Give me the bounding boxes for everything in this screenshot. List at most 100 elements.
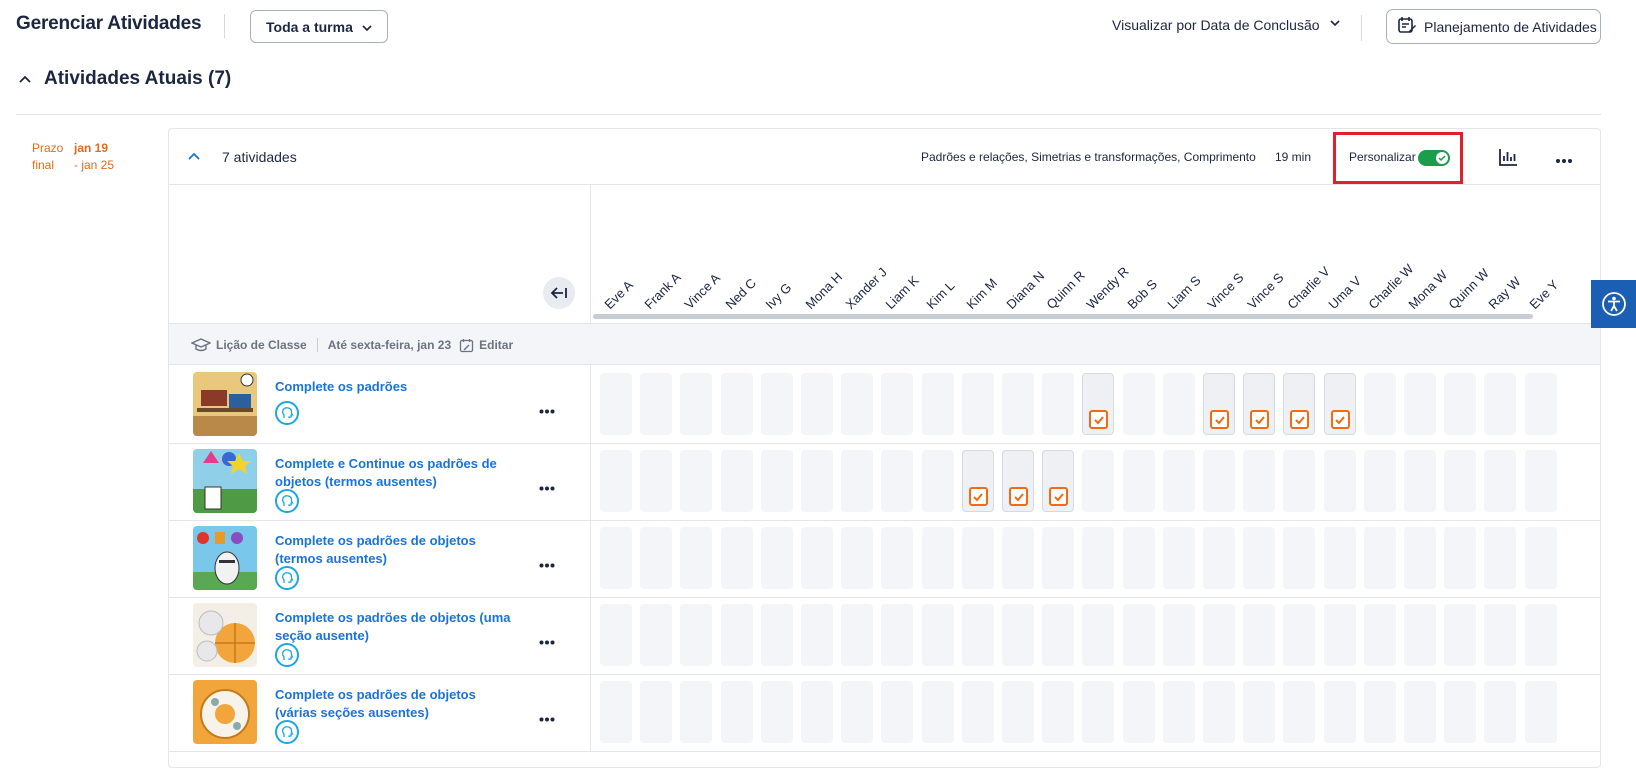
assignment-cell[interactable] xyxy=(1484,373,1517,435)
assignment-cell[interactable] xyxy=(1042,681,1075,743)
assignment-cell[interactable] xyxy=(881,373,914,435)
activity-thumbnail[interactable] xyxy=(193,372,257,436)
assignment-cell[interactable] xyxy=(1444,527,1477,589)
assignment-cell[interactable] xyxy=(760,527,793,589)
student-name[interactable]: Diana N xyxy=(1003,268,1048,312)
assignment-cell[interactable] xyxy=(921,450,954,512)
personalize-toggle[interactable] xyxy=(1418,150,1450,166)
assignment-cell[interactable] xyxy=(680,450,713,512)
activity-title[interactable]: Complete e Continue os padrões de objeto… xyxy=(275,456,497,489)
assignment-cell[interactable] xyxy=(801,604,833,666)
assignment-cell[interactable] xyxy=(961,681,994,743)
assignment-cell[interactable] xyxy=(1082,373,1115,435)
assignment-cell[interactable] xyxy=(1404,681,1436,743)
assignment-cell[interactable] xyxy=(1002,604,1034,666)
assignment-cell[interactable] xyxy=(1524,604,1557,666)
student-name[interactable]: Quinn R xyxy=(1043,267,1088,312)
edit-lesson-button[interactable]: Editar xyxy=(459,338,513,353)
assignment-cell[interactable] xyxy=(1243,527,1276,589)
assignment-cell[interactable] xyxy=(1002,450,1034,512)
assignment-cell[interactable] xyxy=(1082,450,1115,512)
more-horizontal-icon[interactable] xyxy=(539,555,555,573)
assignment-cell[interactable] xyxy=(720,681,753,743)
assignment-cell[interactable] xyxy=(1042,604,1075,666)
assignment-cell[interactable] xyxy=(600,373,632,435)
assignment-cell[interactable] xyxy=(1283,450,1316,512)
assignment-cell[interactable] xyxy=(1162,604,1195,666)
student-name[interactable]: Vince S xyxy=(1244,269,1287,312)
assignment-cell[interactable] xyxy=(1122,681,1155,743)
student-name[interactable]: Ned C xyxy=(721,275,759,312)
assignment-cell[interactable] xyxy=(1243,373,1276,435)
assignment-cell[interactable] xyxy=(961,527,994,589)
assignment-cell[interactable] xyxy=(1323,604,1356,666)
assignment-cell[interactable] xyxy=(1404,527,1436,589)
assignment-cell[interactable] xyxy=(801,373,833,435)
assignment-cell[interactable] xyxy=(680,681,713,743)
assignment-cell[interactable] xyxy=(1042,527,1075,589)
assignment-cell[interactable] xyxy=(1363,604,1396,666)
assignment-cell[interactable] xyxy=(1323,681,1356,743)
assignment-cell[interactable] xyxy=(1203,373,1235,435)
assignment-cell[interactable] xyxy=(841,604,874,666)
more-horizontal-icon[interactable] xyxy=(539,709,555,727)
activity-title[interactable]: Complete os padrões de objetos (várias s… xyxy=(275,687,476,720)
assignment-cell[interactable] xyxy=(881,604,914,666)
assignment-cell[interactable] xyxy=(1082,604,1115,666)
assignment-cell[interactable] xyxy=(1122,604,1155,666)
assignment-cell[interactable] xyxy=(760,373,793,435)
assignment-cell[interactable] xyxy=(961,373,994,435)
student-name[interactable]: Kim M xyxy=(963,275,1000,312)
assignment-cell[interactable] xyxy=(1363,527,1396,589)
student-name[interactable]: Vince S xyxy=(1204,269,1247,312)
more-horizontal-icon[interactable] xyxy=(539,478,555,496)
student-name[interactable]: Charlie V xyxy=(1284,263,1334,312)
assignment-cell[interactable] xyxy=(961,604,994,666)
assignment-cell[interactable] xyxy=(680,527,713,589)
activity-thumbnail[interactable] xyxy=(193,526,257,590)
assignment-cell[interactable] xyxy=(841,527,874,589)
assignment-cell[interactable] xyxy=(921,681,954,743)
student-name[interactable]: Ray W xyxy=(1485,273,1524,312)
horizontal-scrollbar[interactable] xyxy=(593,314,1533,319)
assignment-cell[interactable] xyxy=(720,604,753,666)
assignment-cell[interactable] xyxy=(1524,527,1557,589)
assignment-cell[interactable] xyxy=(1203,450,1235,512)
assignment-cell[interactable] xyxy=(1002,527,1034,589)
more-horizontal-icon[interactable] xyxy=(539,632,555,650)
assignment-cell[interactable] xyxy=(1283,527,1316,589)
assignment-cell[interactable] xyxy=(1082,681,1115,743)
student-name[interactable]: Wendy R xyxy=(1083,263,1133,312)
assignment-cell[interactable] xyxy=(1243,604,1276,666)
student-name[interactable]: Eve A xyxy=(601,277,637,312)
student-name[interactable]: Bob S xyxy=(1123,276,1160,312)
class-select[interactable]: Toda a turma xyxy=(250,10,388,43)
assignment-cell[interactable] xyxy=(1524,681,1557,743)
assignment-cell[interactable] xyxy=(640,604,673,666)
assignment-cell[interactable] xyxy=(1243,681,1276,743)
assignment-cell[interactable] xyxy=(720,373,753,435)
assignment-cell[interactable] xyxy=(1444,681,1477,743)
student-name[interactable]: Quinn W xyxy=(1445,265,1492,312)
assignment-cell[interactable] xyxy=(881,450,914,512)
assignment-cell[interactable] xyxy=(1002,373,1034,435)
assignment-cell[interactable] xyxy=(801,527,833,589)
assignment-cell[interactable] xyxy=(720,527,753,589)
assignment-cell[interactable] xyxy=(600,604,632,666)
assignment-cell[interactable] xyxy=(841,373,874,435)
assignment-cell[interactable] xyxy=(1524,373,1557,435)
assignment-cell[interactable] xyxy=(1162,681,1195,743)
assignment-cell[interactable] xyxy=(720,450,753,512)
assignment-cell[interactable] xyxy=(1122,450,1155,512)
student-name[interactable]: Mona H xyxy=(802,269,846,312)
assignment-cell[interactable] xyxy=(760,681,793,743)
assignment-cell[interactable] xyxy=(1363,681,1396,743)
assignment-cell[interactable] xyxy=(1283,681,1316,743)
activity-planning-button[interactable]: Planejamento de Atividades xyxy=(1386,9,1601,44)
student-name[interactable]: Kim L xyxy=(922,277,958,312)
assignment-cell[interactable] xyxy=(801,450,833,512)
assignment-cell[interactable] xyxy=(921,604,954,666)
assignment-cell[interactable] xyxy=(1042,373,1075,435)
activity-title[interactable]: Complete os padrões xyxy=(275,379,408,394)
assignment-cell[interactable] xyxy=(1162,450,1195,512)
